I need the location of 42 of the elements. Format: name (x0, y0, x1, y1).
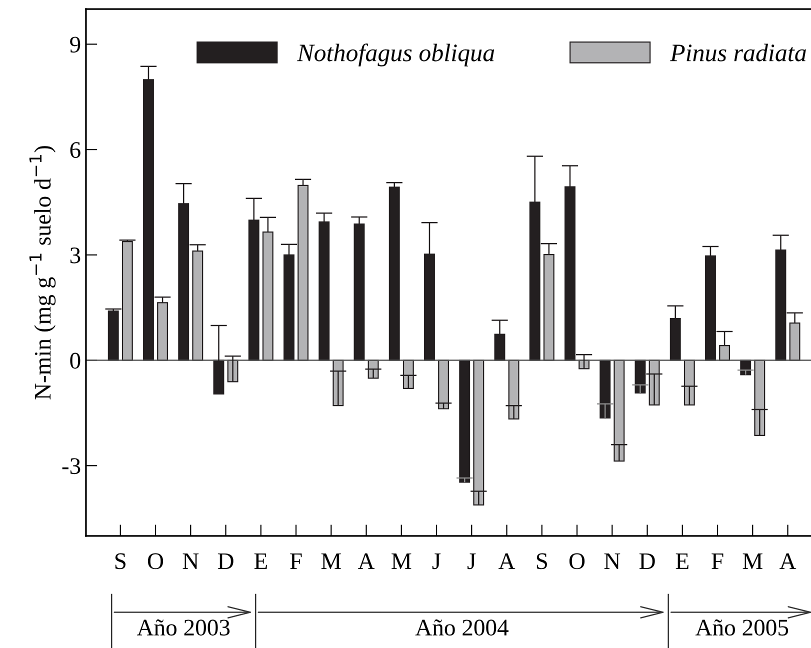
x-tick-label: O (148, 553, 164, 570)
x-tick-label: M (321, 553, 341, 569)
x-tick-label: N (604, 553, 620, 569)
x-tick-label: E (254, 553, 267, 569)
y-tick-label: 6 (70, 142, 80, 158)
bar (459, 360, 470, 483)
bar (388, 186, 400, 361)
x-tick-label: E (676, 553, 688, 569)
x-tick-label: D (639, 553, 655, 569)
y-tick-label: 9 (70, 36, 80, 53)
text: Año 2004 (415, 619, 509, 636)
bar (108, 310, 119, 361)
bar (684, 360, 695, 406)
bar (438, 360, 450, 410)
x-tick-label: N (182, 553, 199, 569)
bar (402, 360, 414, 389)
x-tick-label: F (290, 553, 302, 569)
x-tick-label: J (468, 553, 476, 570)
bar (473, 360, 484, 506)
x-tick-label: A (779, 553, 796, 569)
bar (614, 360, 625, 462)
x-tick-label: F (712, 553, 724, 569)
legend-label: Nothofagus obliqua (296, 44, 494, 66)
y-axis-title: N-min (mg g$^{−1}$ suelo d$^{−1}$) (29, 146, 56, 400)
x-tick-label: S (536, 553, 547, 570)
y-tick-label: 0 (70, 352, 80, 369)
bar (508, 360, 520, 420)
y-tick-label: 3 (70, 247, 80, 264)
bar (600, 360, 611, 418)
x-tick-label: O (569, 553, 585, 570)
legend-label: Pinus radiata (670, 44, 806, 62)
x-tick-label: M (392, 553, 412, 569)
x-tick-label: A (358, 553, 375, 569)
bar (754, 360, 766, 436)
x-tick-label: J (432, 553, 441, 570)
x-tick-label: D (218, 553, 234, 569)
x-tick-label: S (115, 553, 126, 570)
x-tick-label: M (742, 553, 762, 569)
text: Año 2003 (136, 619, 230, 636)
y-tick-label: -3 (62, 458, 80, 474)
text: Año 2005 (695, 619, 788, 636)
x-tick-label: A (498, 553, 516, 569)
